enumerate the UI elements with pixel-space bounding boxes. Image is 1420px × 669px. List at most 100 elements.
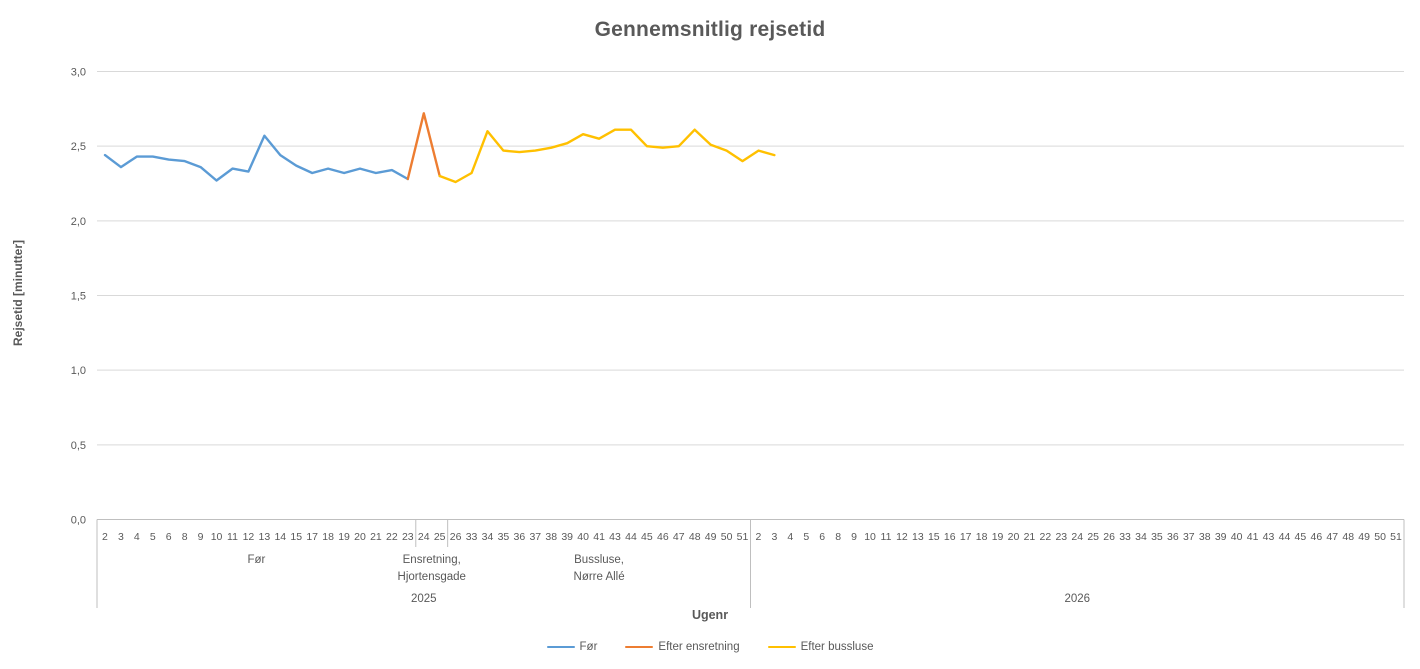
legend: Før Efter ensretning Efter bussluse	[0, 641, 1420, 653]
x-week-label: 26	[1103, 531, 1115, 543]
x-week-label: 15	[290, 531, 302, 543]
x-week-label: 35	[1151, 531, 1163, 543]
x-week-label: 48	[1342, 531, 1354, 543]
x-week-label: 20	[354, 531, 366, 543]
x-week-label: 43	[609, 531, 621, 543]
x-week-label: 12	[896, 531, 908, 543]
x-axis-title: Ugenr	[691, 608, 729, 622]
series-line-f-r	[103, 134, 409, 182]
y-tick-label: 0,0	[71, 515, 86, 527]
series-line-efter-bussluse	[438, 128, 776, 184]
x-week-label: 49	[1358, 531, 1370, 543]
x-week-label: 24	[1071, 531, 1083, 543]
legend-label-efter-bussluse: Efter bussluse	[800, 641, 874, 653]
phase-label: Ensretning,	[403, 554, 461, 566]
x-week-label: 23	[402, 531, 414, 543]
legend-line-swatch-efter-bussluse	[767, 645, 796, 649]
x-week-label: 46	[657, 531, 669, 543]
phase-label: Bussluse,	[574, 554, 624, 566]
year-label: 2025	[411, 593, 437, 605]
legend-label-foer: Før	[579, 641, 598, 653]
x-week-label: 34	[1135, 531, 1147, 543]
x-week-label: 23	[1055, 531, 1067, 543]
x-week-label: 11	[881, 531, 892, 543]
x-week-label: 38	[1199, 531, 1211, 543]
x-week-label: 37	[529, 531, 541, 543]
x-week-label: 4	[134, 531, 140, 543]
x-week-label: 44	[625, 531, 637, 543]
x-week-label: 2	[756, 531, 762, 543]
x-week-label: 37	[1183, 531, 1195, 543]
x-week-label: 21	[370, 531, 382, 543]
x-week-label: 25	[1087, 531, 1099, 543]
x-week-label: 35	[498, 531, 510, 543]
chart-title: Gennemsnitlig rejsetid	[594, 18, 826, 41]
x-week-label: 22	[386, 531, 398, 543]
series-line-efter-ensretning	[406, 112, 441, 181]
x-week-label: 6	[166, 531, 172, 543]
x-week-label: 45	[641, 531, 653, 543]
x-week-label: 50	[1374, 531, 1386, 543]
x-week-label: 5	[150, 531, 156, 543]
x-week-label: 49	[705, 531, 717, 543]
x-week-label: 20	[1008, 531, 1020, 543]
x-week-label: 11	[227, 531, 238, 543]
x-week-label: 14	[274, 531, 286, 543]
legend-label-efter-ensretning: Efter ensretning	[658, 641, 740, 653]
year-label: 2026	[1064, 593, 1090, 605]
x-week-label: 9	[851, 531, 857, 543]
x-week-label: 17	[960, 531, 972, 543]
x-week-label: 16	[944, 531, 956, 543]
y-tick-label: 0,5	[71, 440, 86, 452]
x-week-label: 10	[864, 531, 876, 543]
x-week-label: 4	[787, 531, 793, 543]
y-tick-label: 1,5	[71, 291, 86, 303]
x-week-label: 39	[1215, 531, 1227, 543]
x-week-label: 17	[306, 531, 318, 543]
x-week-label: 38	[545, 531, 557, 543]
x-week-label: 36	[514, 531, 526, 543]
x-week-label: 19	[338, 531, 350, 543]
y-tick-label: 3,0	[71, 67, 86, 79]
y-axis-title: Rejsetid [minutter]	[11, 240, 25, 347]
x-week-label: 18	[976, 531, 988, 543]
x-week-label: 40	[1231, 531, 1243, 543]
y-tick-label: 1,0	[71, 365, 86, 377]
x-week-label: 26	[450, 531, 462, 543]
x-week-label: 46	[1310, 531, 1322, 543]
x-week-label: 33	[1119, 531, 1131, 543]
phase-label: Hjortensgade	[398, 571, 466, 583]
x-week-label: 47	[1326, 531, 1338, 543]
legend-line-swatch-efter-ensretning	[625, 645, 654, 649]
legend-line-swatch-foer	[546, 645, 575, 649]
x-week-label: 8	[835, 531, 841, 543]
x-week-label: 15	[928, 531, 940, 543]
x-week-label: 47	[673, 531, 685, 543]
y-tick-label: 2,0	[71, 216, 86, 228]
legend-item-efter-ensretning: Efter ensretning	[625, 641, 740, 653]
x-week-label: 50	[721, 531, 733, 543]
x-week-label: 45	[1295, 531, 1307, 543]
x-week-label: 12	[243, 531, 255, 543]
x-week-label: 22	[1040, 531, 1052, 543]
x-week-label: 3	[118, 531, 124, 543]
x-week-label: 41	[1247, 531, 1259, 543]
x-week-label: 51	[737, 531, 749, 543]
phase-label: Nørre Allé	[574, 571, 625, 583]
x-week-label: 13	[259, 531, 271, 543]
x-week-label: 19	[992, 531, 1004, 543]
phase-label: Før	[247, 554, 265, 566]
x-week-label: 33	[466, 531, 478, 543]
x-week-label: 34	[482, 531, 494, 543]
x-week-label: 48	[689, 531, 701, 543]
x-week-label: 51	[1390, 531, 1402, 543]
x-week-label: 6	[819, 531, 825, 543]
x-week-label: 9	[198, 531, 204, 543]
x-week-label: 39	[561, 531, 573, 543]
x-week-label: 21	[1024, 531, 1036, 543]
y-tick-label: 2,5	[71, 141, 86, 153]
x-week-label: 10	[211, 531, 223, 543]
x-week-label: 8	[182, 531, 188, 543]
